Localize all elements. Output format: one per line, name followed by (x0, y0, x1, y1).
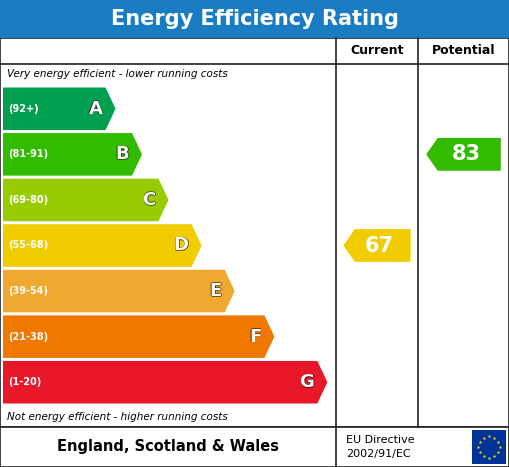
Text: (39-54): (39-54) (8, 286, 48, 296)
Text: E: E (209, 282, 222, 299)
Text: 83: 83 (451, 144, 480, 164)
Text: G: G (299, 373, 315, 390)
Text: E: E (209, 283, 222, 301)
Text: E: E (210, 282, 222, 300)
Text: EU Directive
2002/91/EC: EU Directive 2002/91/EC (346, 435, 415, 459)
Polygon shape (426, 138, 501, 171)
Polygon shape (344, 229, 411, 262)
Text: A: A (89, 100, 102, 118)
Text: G: G (299, 373, 314, 391)
Polygon shape (3, 179, 168, 221)
Text: (69-80): (69-80) (8, 195, 48, 205)
Text: E: E (209, 282, 222, 300)
Polygon shape (3, 315, 274, 358)
Text: E: E (209, 282, 221, 300)
Text: Energy Efficiency Rating: Energy Efficiency Rating (110, 9, 399, 29)
Text: Potential: Potential (432, 44, 495, 57)
Text: B: B (116, 145, 130, 163)
Text: Not energy efficient - higher running costs: Not energy efficient - higher running co… (7, 412, 228, 422)
Text: (21-38): (21-38) (8, 332, 48, 342)
Text: B: B (115, 145, 128, 163)
Text: C: C (142, 191, 155, 209)
Text: B: B (116, 146, 129, 164)
Bar (0, 38, 509, 427)
Text: 67: 67 (365, 235, 394, 255)
Text: D: D (174, 236, 189, 255)
Polygon shape (3, 361, 327, 403)
Text: D: D (174, 236, 189, 254)
Text: D: D (173, 236, 188, 255)
Text: F: F (250, 328, 262, 346)
Text: F: F (249, 328, 262, 346)
Text: C: C (143, 191, 156, 209)
Polygon shape (3, 133, 142, 176)
Text: F: F (248, 328, 261, 346)
Bar (0, 0, 509, 38)
Text: (55-68): (55-68) (8, 241, 48, 250)
Text: B: B (116, 145, 129, 163)
Text: C: C (142, 191, 156, 208)
Polygon shape (3, 270, 235, 312)
Text: G: G (299, 374, 315, 392)
Bar (472, 430, 506, 464)
Text: Current: Current (350, 44, 404, 57)
Text: (92+): (92+) (8, 104, 39, 114)
Bar (0, 427, 509, 467)
Text: A: A (89, 100, 103, 118)
Text: F: F (249, 327, 262, 345)
Text: F: F (249, 328, 262, 346)
Text: A: A (88, 100, 102, 118)
Text: G: G (300, 373, 315, 391)
Text: (81-91): (81-91) (8, 149, 48, 159)
Text: C: C (142, 191, 156, 209)
Text: A: A (89, 99, 102, 117)
Text: (1-20): (1-20) (8, 377, 41, 387)
Text: England, Scotland & Wales: England, Scotland & Wales (57, 439, 279, 454)
Polygon shape (3, 87, 116, 130)
Text: C: C (142, 191, 156, 210)
Text: D: D (174, 237, 189, 255)
Text: D: D (174, 236, 189, 255)
Text: G: G (299, 373, 315, 391)
Text: Very energy efficient - lower running costs: Very energy efficient - lower running co… (7, 69, 228, 79)
Text: B: B (116, 145, 129, 163)
Text: A: A (89, 100, 102, 119)
Polygon shape (3, 224, 202, 267)
